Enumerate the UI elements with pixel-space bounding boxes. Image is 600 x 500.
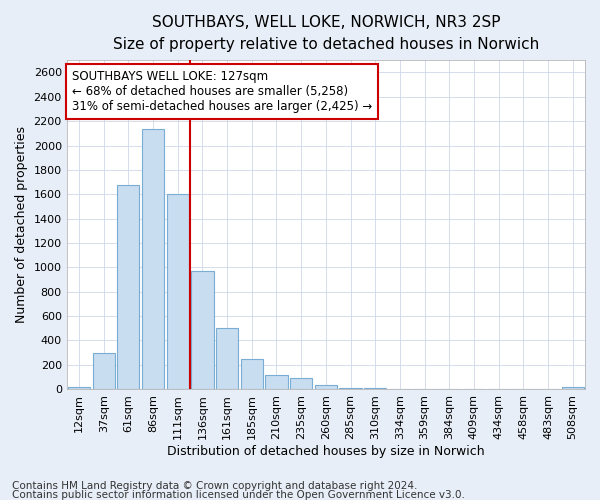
- X-axis label: Distribution of detached houses by size in Norwich: Distribution of detached houses by size …: [167, 444, 485, 458]
- Text: Contains public sector information licensed under the Open Government Licence v3: Contains public sector information licen…: [12, 490, 465, 500]
- Bar: [216, 328, 238, 389]
- Bar: [142, 128, 164, 389]
- Bar: [562, 388, 584, 389]
- Bar: [117, 184, 139, 389]
- Y-axis label: Number of detached properties: Number of detached properties: [15, 126, 28, 323]
- Bar: [364, 388, 386, 389]
- Bar: [340, 388, 362, 389]
- Text: SOUTHBAYS WELL LOKE: 127sqm
← 68% of detached houses are smaller (5,258)
31% of : SOUTHBAYS WELL LOKE: 127sqm ← 68% of det…: [72, 70, 372, 113]
- Title: SOUTHBAYS, WELL LOKE, NORWICH, NR3 2SP
Size of property relative to detached hou: SOUTHBAYS, WELL LOKE, NORWICH, NR3 2SP S…: [113, 15, 539, 52]
- Bar: [290, 378, 312, 389]
- Bar: [265, 375, 287, 389]
- Bar: [191, 271, 214, 389]
- Bar: [68, 386, 90, 389]
- Bar: [167, 194, 189, 389]
- Bar: [241, 358, 263, 389]
- Text: Contains HM Land Registry data © Crown copyright and database right 2024.: Contains HM Land Registry data © Crown c…: [12, 481, 418, 491]
- Bar: [92, 352, 115, 389]
- Bar: [315, 386, 337, 389]
